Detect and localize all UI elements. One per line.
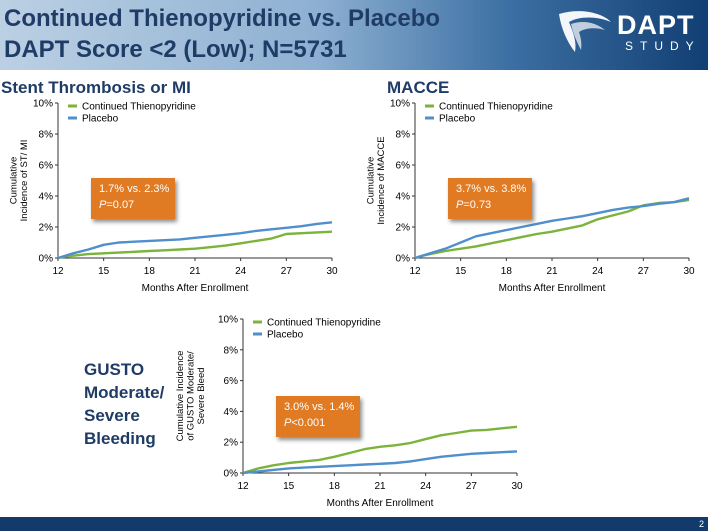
x-tick-label: 15 [98, 266, 110, 277]
series-line-thienopyridine [57, 230, 333, 260]
series-line-placebo [414, 197, 690, 260]
y-tick-label: 8% [224, 345, 239, 356]
footer-bar: 2 [0, 517, 708, 531]
y-tick-label: 2% [39, 223, 54, 234]
y-axis-label-line: of GUSTO Moderate/ [186, 351, 197, 441]
x-axis-label: Months After Enrollment [499, 283, 606, 294]
chart2-title: MACCE [387, 78, 450, 97]
chart1-stats-pvalue: P=0.07 [99, 199, 135, 211]
x-tick-label: 24 [235, 266, 247, 277]
chart1-stats-comparison: 1.7% vs. 2.3% [99, 183, 170, 195]
x-tick-label: 18 [329, 481, 341, 492]
x-tick-label: 12 [52, 266, 64, 277]
dapt-study-logo: DAPT STUDY [553, 6, 703, 58]
x-tick-label: 21 [546, 266, 558, 277]
chart1-title: Stent Thrombosis or MI [1, 78, 191, 97]
x-tick-label: 30 [326, 266, 338, 277]
y-tick-label: 6% [39, 161, 54, 172]
x-tick-label: 21 [374, 481, 386, 492]
chart3-stats-pvalue: P<0.001 [284, 417, 326, 429]
x-tick-label: 15 [283, 481, 295, 492]
legend-label-placebo: Placebo [82, 114, 119, 125]
slide-title-line1: Continued Thienopyridine vs. Placebo [4, 5, 441, 32]
logo-subtext: STUDY [625, 39, 701, 53]
x-tick-label: 12 [409, 266, 421, 277]
y-tick-label: 6% [224, 376, 239, 387]
chart3-title: GUSTO Moderate/ Severe Bleeding [84, 360, 165, 448]
slide-title-line2: DAPT Score <2 (Low); N=5731 [4, 36, 347, 63]
logo-text: DAPT [617, 10, 695, 40]
x-tick-label: 18 [144, 266, 156, 277]
y-tick-label: 0% [396, 254, 411, 265]
y-tick-label: 4% [396, 192, 411, 203]
y-axis-label-line: Severe Bleed [196, 367, 207, 424]
y-tick-label: 2% [396, 223, 411, 234]
slide-number: 2 [698, 519, 704, 529]
legend-label-placebo: Placebo [267, 330, 304, 341]
y-tick-label: 10% [390, 99, 410, 110]
y-tick-label: 8% [396, 130, 411, 141]
x-tick-label: 24 [592, 266, 604, 277]
y-axis-label-line: Cumulative Incidence [175, 351, 186, 442]
chart1-stats-box: 1.7% vs. 2.3% P=0.07 [91, 178, 175, 219]
x-tick-label: 24 [420, 481, 432, 492]
chart3-stats-box: 3.0% vs. 1.4% P<0.001 [276, 396, 360, 437]
y-tick-label: 2% [224, 438, 239, 449]
y-tick-label: 6% [396, 161, 411, 172]
x-tick-label: 21 [189, 266, 201, 277]
x-tick-label: 12 [237, 481, 249, 492]
y-axis-label-line: Incidence of ST/ MI [19, 140, 30, 222]
legend-label-placebo: Placebo [439, 114, 476, 125]
x-tick-label: 27 [638, 266, 650, 277]
y-tick-label: 4% [224, 407, 239, 418]
chart2-stats-comparison: 3.7% vs. 3.8% [456, 183, 527, 195]
y-axis-label: Cumulative Incidence of MACCE [365, 136, 387, 224]
x-tick-label: 15 [455, 266, 467, 277]
chart2-stats-box: 3.7% vs. 3.8% P=0.73 [448, 178, 532, 219]
y-axis-label-line: Incidence of MACCE [376, 136, 387, 224]
y-tick-label: 0% [39, 254, 54, 265]
legend-label-thienopyridine: Continued Thienopyridine [439, 102, 553, 113]
series-line-placebo [242, 450, 518, 475]
legend-label-thienopyridine: Continued Thienopyridine [82, 102, 196, 113]
header-banner: Continued Thienopyridine vs. Placebo DAP… [0, 0, 708, 70]
chart3-stats-comparison: 3.0% vs. 1.4% [284, 401, 355, 413]
y-axis-label: Cumulative Incidence of ST/ MI [8, 140, 30, 222]
series-line-thienopyridine [242, 425, 518, 475]
legend-label-thienopyridine: Continued Thienopyridine [267, 318, 381, 329]
y-tick-label: 4% [39, 192, 54, 203]
x-axis-label: Months After Enrollment [327, 498, 434, 509]
x-axis-label: Months After Enrollment [142, 283, 249, 294]
y-axis-label-line: Cumulative [8, 157, 19, 205]
y-tick-label: 10% [218, 315, 238, 326]
chart2-stats-pvalue: P=0.73 [456, 199, 492, 211]
x-tick-label: 18 [501, 266, 513, 277]
x-tick-label: 30 [511, 481, 523, 492]
y-axis-label-line: Cumulative [365, 157, 376, 205]
x-tick-label: 27 [281, 266, 293, 277]
y-axis-label: Cumulative Incidence of GUSTO Moderate/Se… [175, 351, 207, 442]
x-tick-label: 27 [466, 481, 478, 492]
y-tick-label: 0% [224, 469, 239, 480]
series-line-placebo [57, 221, 333, 260]
logo-swoosh-icon [559, 11, 611, 52]
y-tick-label: 10% [33, 99, 53, 110]
x-tick-label: 30 [683, 266, 695, 277]
y-tick-label: 8% [39, 130, 54, 141]
